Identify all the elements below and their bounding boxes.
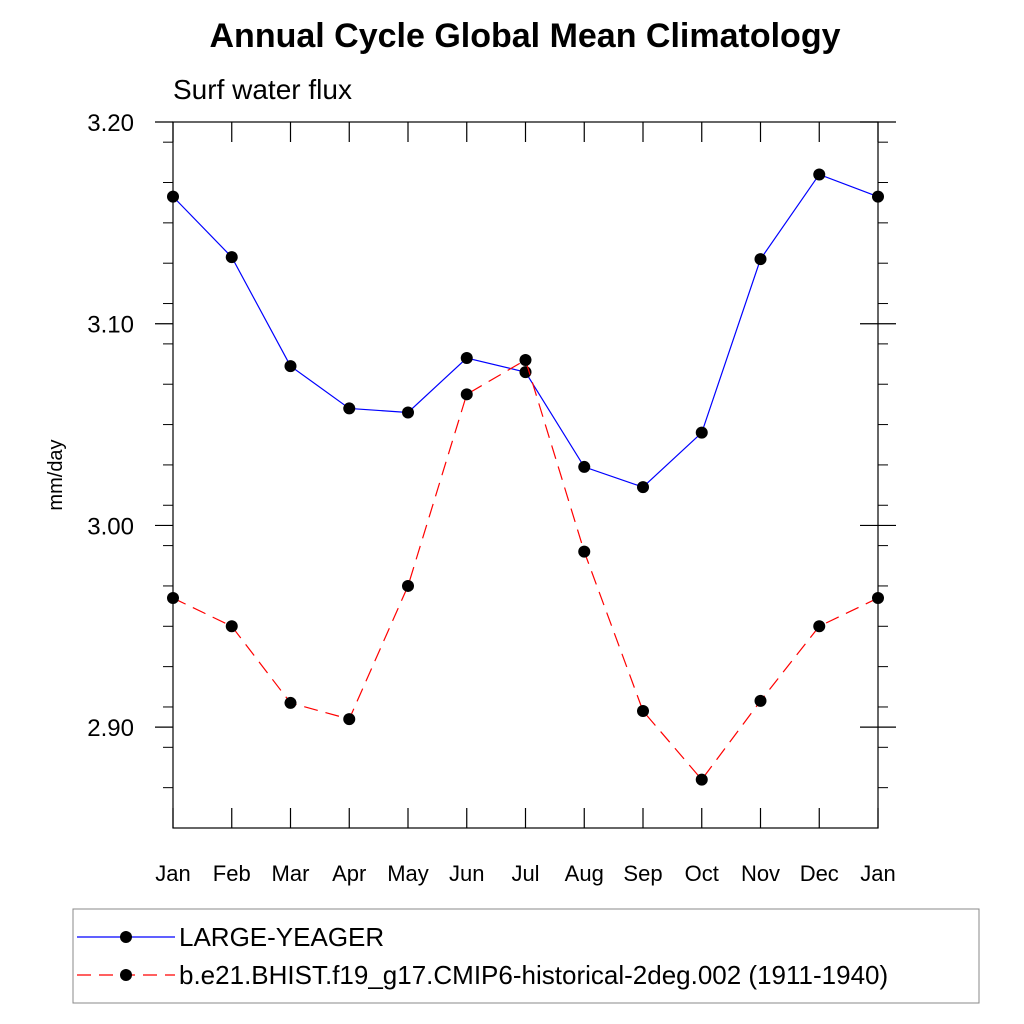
series-1-point bbox=[813, 620, 826, 633]
series-0-point bbox=[225, 251, 238, 264]
series-1-point bbox=[225, 620, 238, 633]
series-1-point bbox=[695, 773, 708, 786]
series-1-point bbox=[343, 713, 356, 726]
x-tick-label: Jan bbox=[155, 861, 190, 886]
series-1-point bbox=[519, 354, 532, 367]
x-tick-label: Feb bbox=[213, 861, 251, 886]
x-tick-label: Dec bbox=[800, 861, 839, 886]
x-tick-label: Sep bbox=[623, 861, 662, 886]
y-tick-label: 3.10 bbox=[87, 312, 134, 339]
chart-title: Annual Cycle Global Mean Climatology bbox=[210, 17, 841, 55]
series-line-1 bbox=[172, 359, 879, 781]
series-0-point bbox=[695, 426, 708, 439]
legend-marker-1 bbox=[120, 969, 132, 981]
series-0-point bbox=[872, 190, 884, 203]
x-tick-label: Jul bbox=[511, 861, 539, 886]
series-0-point bbox=[343, 402, 356, 415]
series-1-point bbox=[167, 592, 179, 605]
legend: LARGE-YEAGER b.e21.BHIST.f19_g17.CMIP6-hi… bbox=[72, 908, 980, 1004]
chart-subtitle: Surf water flux bbox=[173, 74, 352, 105]
x-tick-label: Nov bbox=[741, 861, 780, 886]
series-1-point bbox=[578, 545, 591, 558]
x-tick-label: Mar bbox=[272, 861, 310, 886]
y-axis-label: mm/day bbox=[45, 439, 67, 510]
series-0-point bbox=[578, 460, 591, 473]
series-1-point bbox=[284, 696, 297, 709]
series-1-point bbox=[637, 705, 649, 718]
series-0-point bbox=[813, 168, 826, 181]
series-0-point bbox=[754, 253, 767, 266]
series-line-0 bbox=[172, 173, 879, 488]
x-tick-label: Oct bbox=[685, 861, 719, 886]
series-1-point bbox=[402, 579, 414, 592]
series-0-point bbox=[402, 406, 414, 419]
legend-box bbox=[72, 908, 980, 1004]
y-tick-label: 3.20 bbox=[87, 110, 134, 137]
y-tick-label: 2.90 bbox=[87, 715, 134, 742]
series-0-point bbox=[167, 190, 179, 203]
x-tick-label: Jan bbox=[860, 861, 895, 886]
x-tick-label: Jun bbox=[449, 861, 484, 886]
series-1-point bbox=[872, 592, 884, 605]
plot-area: 2.90 3.00 3.10 3.20 Jan Feb Mar Apr May Jun Jul Aug… bbox=[87, 110, 896, 886]
series-1-point bbox=[754, 694, 767, 707]
y-tick-label: 3.00 bbox=[87, 513, 134, 540]
legend-label-0: LARGE-YEAGER bbox=[179, 922, 384, 952]
series-0-point bbox=[637, 481, 649, 494]
x-tick-label: Apr bbox=[332, 861, 366, 886]
legend-label-1: b.e21.BHIST.f19_g17.CMIP6-historical-2de… bbox=[179, 960, 888, 990]
x-tick-label: May bbox=[387, 861, 429, 886]
x-tick-label: Aug bbox=[565, 861, 604, 886]
series-0-point bbox=[284, 360, 297, 373]
series-0-point bbox=[460, 352, 473, 365]
plot-frame bbox=[172, 121, 879, 829]
legend-marker-0 bbox=[120, 931, 132, 943]
series-1-point bbox=[460, 388, 473, 401]
